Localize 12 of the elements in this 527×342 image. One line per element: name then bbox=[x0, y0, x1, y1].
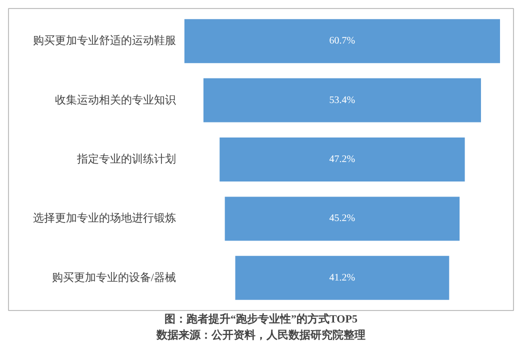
category-label: 收集运动相关的专业知识 bbox=[54, 93, 176, 106]
source-note: 数据来源：公开资料，人民数据研究院整理 bbox=[156, 328, 366, 342]
text: 图：跑者提升“跑步专业性”的方式TOP5 bbox=[164, 312, 358, 326]
category-label: 购买更加专业的设备/器械 bbox=[52, 270, 176, 284]
category-label: 选择更加专业的场地进行锻炼 bbox=[32, 212, 176, 225]
data-label: 47.2% bbox=[329, 154, 356, 165]
data-label: 41.2% bbox=[329, 272, 356, 284]
category-label: 指定专业的训练计划 bbox=[76, 152, 176, 166]
category-label: 购买更加专业舒适的运动鞋服 bbox=[32, 34, 176, 48]
data-label: 60.7% bbox=[329, 36, 356, 47]
data-label: 45.2% bbox=[329, 213, 356, 224]
data-label: 53.4% bbox=[329, 94, 356, 106]
